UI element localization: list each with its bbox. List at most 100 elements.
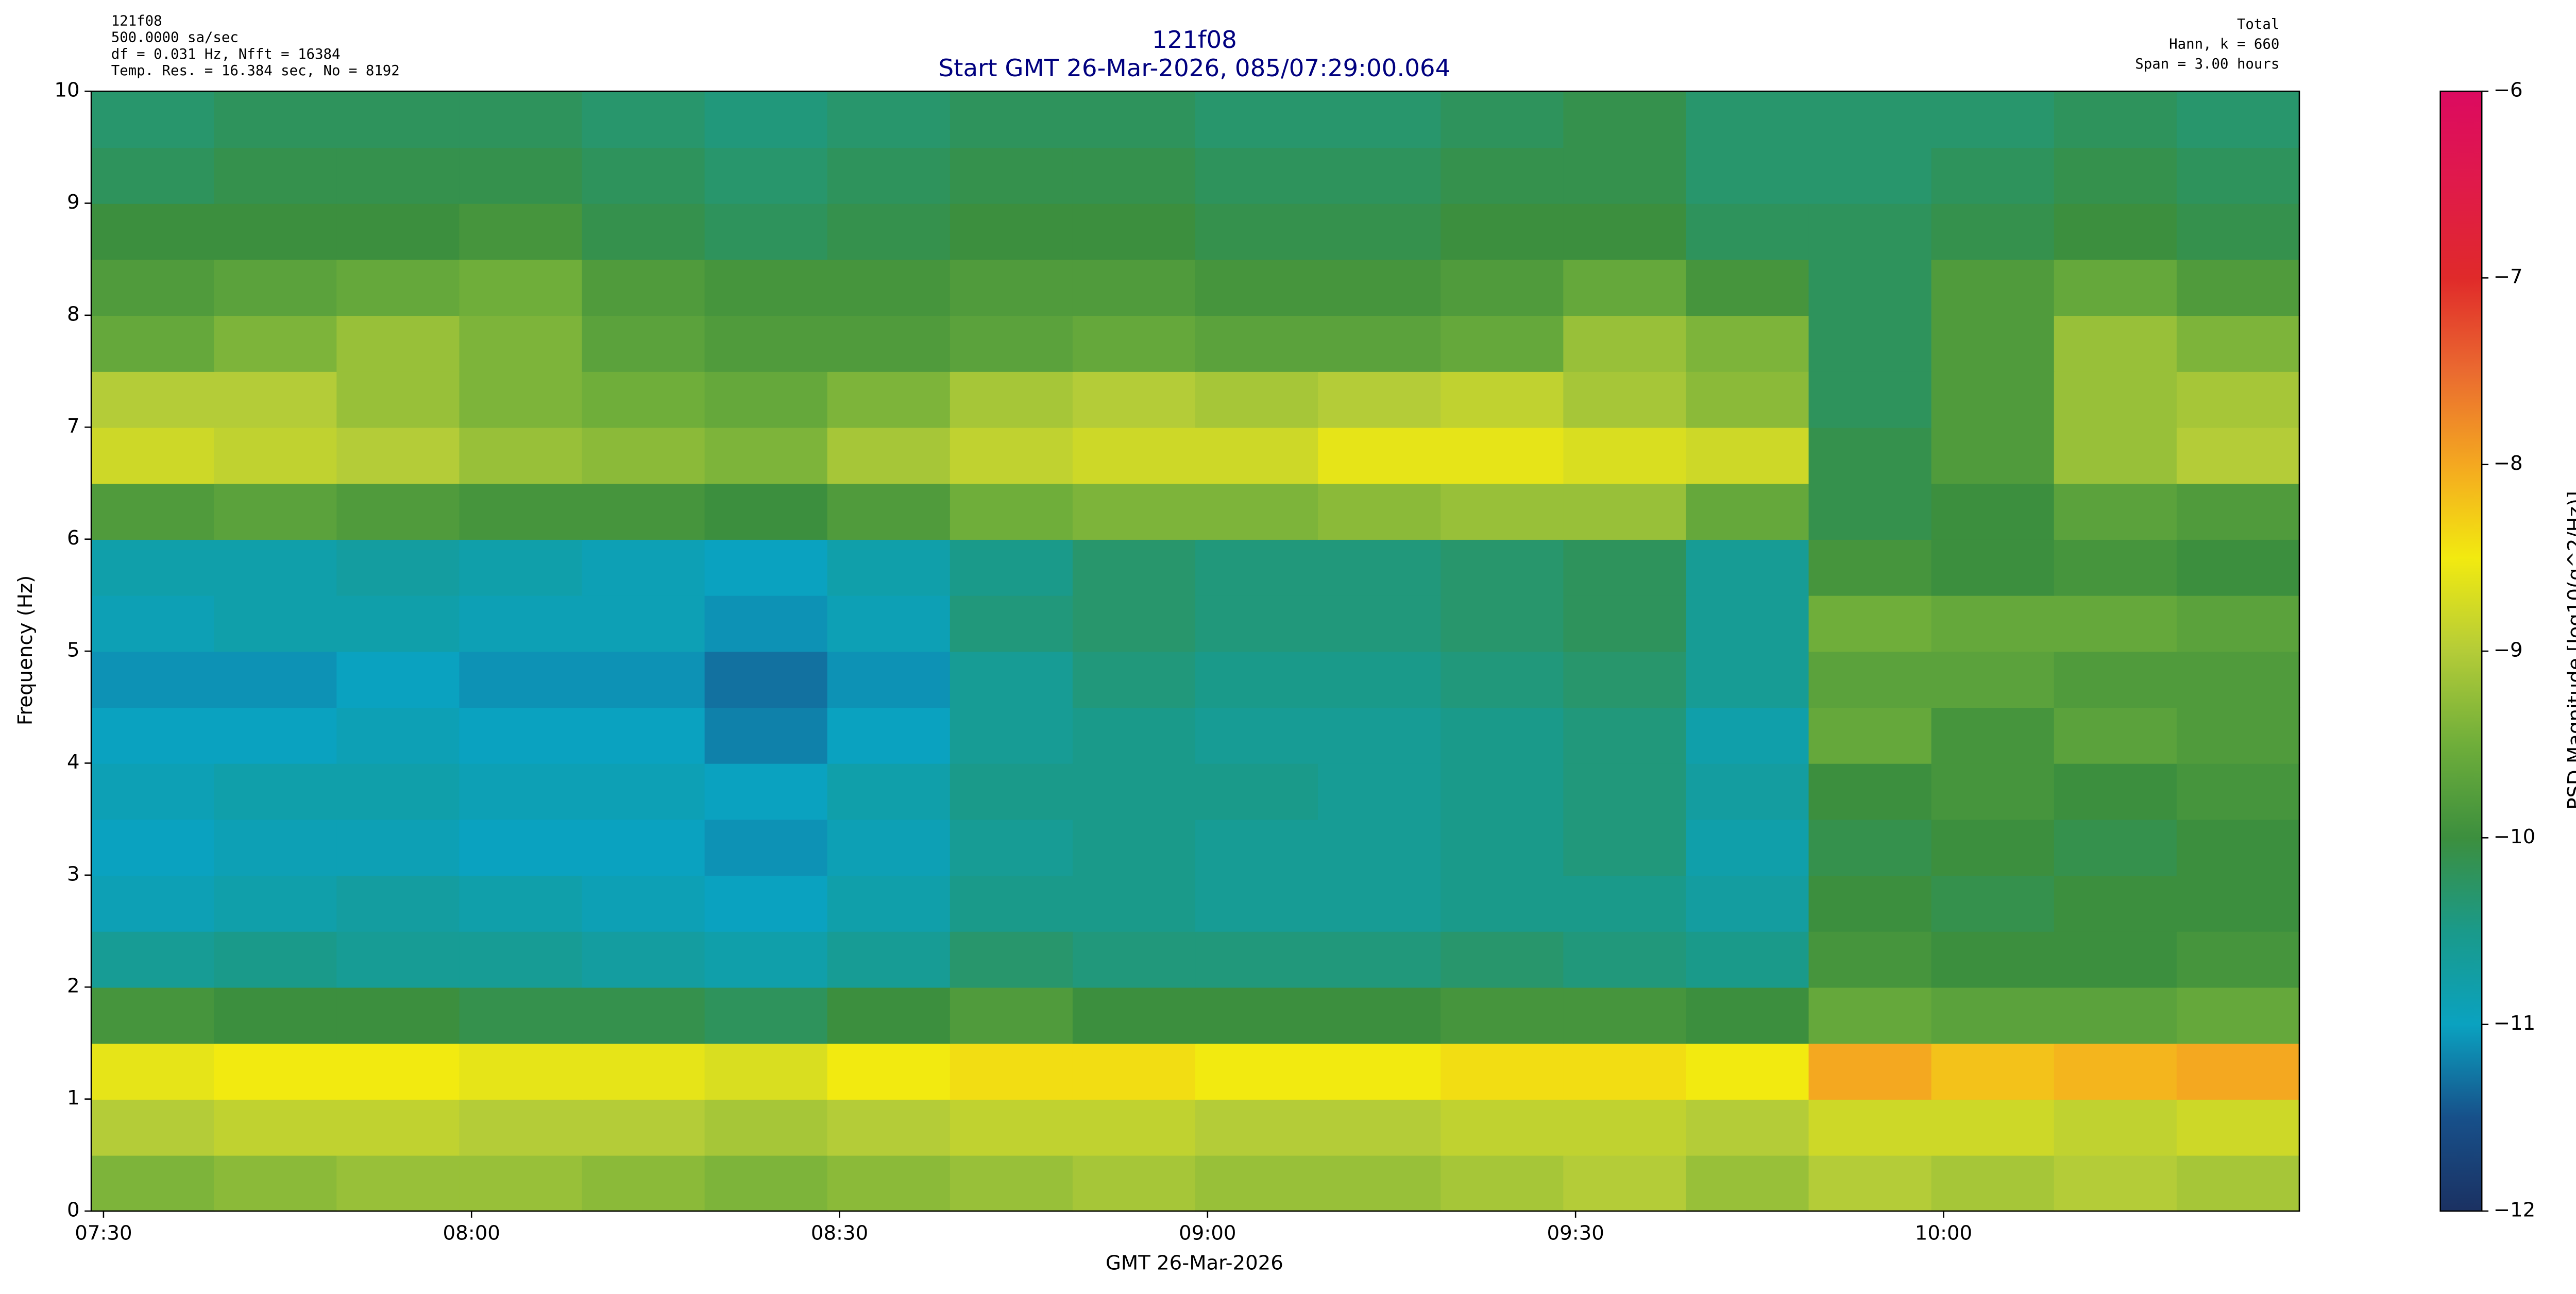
heatmap-cell xyxy=(1318,1099,1442,1156)
heatmap-cell xyxy=(1686,147,1809,204)
heatmap-cell xyxy=(91,483,215,540)
heatmap-cell xyxy=(950,203,1074,260)
heatmap-cell xyxy=(1072,651,1196,708)
heatmap-cell xyxy=(1931,315,2055,372)
heatmap-cell xyxy=(459,707,583,764)
heatmap-cell xyxy=(1563,203,1687,260)
heatmap-cell xyxy=(1072,315,1196,372)
heatmap-cell xyxy=(1318,371,1442,428)
heatmap-cell xyxy=(1808,315,1932,372)
heatmap-cell xyxy=(950,819,1074,876)
heatmap-cell xyxy=(704,595,828,652)
heatmap-cell xyxy=(214,1043,337,1100)
heatmap-cell xyxy=(1808,763,1932,820)
heatmap-cell xyxy=(1931,259,2055,316)
heatmap-cell xyxy=(582,203,705,260)
heatmap-cell xyxy=(2176,539,2300,596)
heatmap-cell xyxy=(1440,707,1564,764)
heatmap-cell xyxy=(1440,987,1564,1044)
heatmap-cell xyxy=(1931,91,2055,148)
heatmap-cell xyxy=(827,371,951,428)
heatmap-cell xyxy=(2054,371,2178,428)
heatmap-cell xyxy=(1931,1099,2055,1156)
heatmap-cell xyxy=(336,651,460,708)
heatmap-cell xyxy=(1072,539,1196,596)
heatmap-cell xyxy=(459,371,583,428)
heatmap-cell xyxy=(336,1099,460,1156)
heatmap-cell xyxy=(1686,1155,1809,1212)
heatmap-cell xyxy=(91,371,215,428)
heatmap-cell xyxy=(1072,1155,1196,1212)
heatmap-cell xyxy=(1195,427,1319,484)
heatmap-cell xyxy=(582,707,705,764)
heatmap-cell xyxy=(1931,875,2055,932)
heatmap-cell xyxy=(1931,147,2055,204)
heatmap-cell xyxy=(704,203,828,260)
heatmap-cell xyxy=(1440,763,1564,820)
heatmap-cell xyxy=(704,91,828,148)
heatmap-cell xyxy=(1195,147,1319,204)
heatmap-cell xyxy=(582,875,705,932)
heatmap-cell xyxy=(2176,259,2300,316)
heatmap-cell xyxy=(1440,203,1564,260)
heatmap-cell xyxy=(1318,483,1442,540)
heatmap-cell xyxy=(91,875,215,932)
heatmap-cell xyxy=(1931,539,2055,596)
heatmap-cell xyxy=(1563,315,1687,372)
y-axis-label: Frequency (Hz) xyxy=(14,575,37,725)
heatmap-cell xyxy=(1072,427,1196,484)
heatmap-cell xyxy=(827,763,951,820)
heatmap-cell xyxy=(704,931,828,988)
heatmap-cell xyxy=(827,987,951,1044)
heatmap-cell xyxy=(214,483,337,540)
heatmap-cell xyxy=(1195,371,1319,428)
heatmap-cell xyxy=(1931,819,2055,876)
heatmap-cell xyxy=(582,91,705,148)
heatmap-cell xyxy=(336,483,460,540)
heatmap-cell xyxy=(950,763,1074,820)
heatmap-cell xyxy=(1440,91,1564,148)
heatmap-cell xyxy=(214,91,337,148)
heatmap-cell xyxy=(214,259,337,316)
heatmap-cell xyxy=(2176,203,2300,260)
heatmap-cell xyxy=(1318,147,1442,204)
heatmap-cell xyxy=(91,259,215,316)
heatmap-cell xyxy=(2054,91,2178,148)
heatmap-cell xyxy=(2176,91,2300,148)
colorbar-tick-label: −12 xyxy=(2494,1198,2536,1221)
heatmap-cell xyxy=(1808,147,1932,204)
heatmap-cell xyxy=(1563,1099,1687,1156)
heatmap-cell xyxy=(214,595,337,652)
heatmap-cell xyxy=(2176,931,2300,988)
heatmap-cell xyxy=(704,259,828,316)
y-tick-label: 8 xyxy=(67,302,80,326)
heatmap-cell xyxy=(1563,595,1687,652)
heatmap-cell xyxy=(704,315,828,372)
heatmap-cell xyxy=(1440,1155,1564,1212)
y-tick-label: 9 xyxy=(67,191,80,214)
heatmap-cell xyxy=(1195,315,1319,372)
plot-frame xyxy=(90,90,2300,1212)
heatmap-cell xyxy=(1440,539,1564,596)
heatmap-cell xyxy=(2176,707,2300,764)
heatmap-cell xyxy=(704,651,828,708)
heatmap-cell xyxy=(336,987,460,1044)
heatmap-cell xyxy=(459,539,583,596)
heatmap-cell xyxy=(459,875,583,932)
heatmap-cell xyxy=(704,483,828,540)
heatmap-cell xyxy=(1808,371,1932,428)
heatmap-cell xyxy=(1195,987,1319,1044)
header-info: Temp. Res. = 16.384 sec, No = 8192 xyxy=(111,63,400,79)
header-info: Hann, k = 660 xyxy=(2169,36,2279,52)
heatmap-cell xyxy=(582,483,705,540)
heatmap-cell xyxy=(1195,819,1319,876)
heatmap-cell xyxy=(1318,427,1442,484)
heatmap-cell xyxy=(1686,371,1809,428)
heatmap-cell xyxy=(950,931,1074,988)
heatmap-cell xyxy=(1072,875,1196,932)
heatmap-cell xyxy=(1931,427,2055,484)
heatmap-cell xyxy=(1563,819,1687,876)
heatmap-cell xyxy=(1563,539,1687,596)
heatmap-cell xyxy=(1195,1099,1319,1156)
heatmap-cell xyxy=(1072,483,1196,540)
